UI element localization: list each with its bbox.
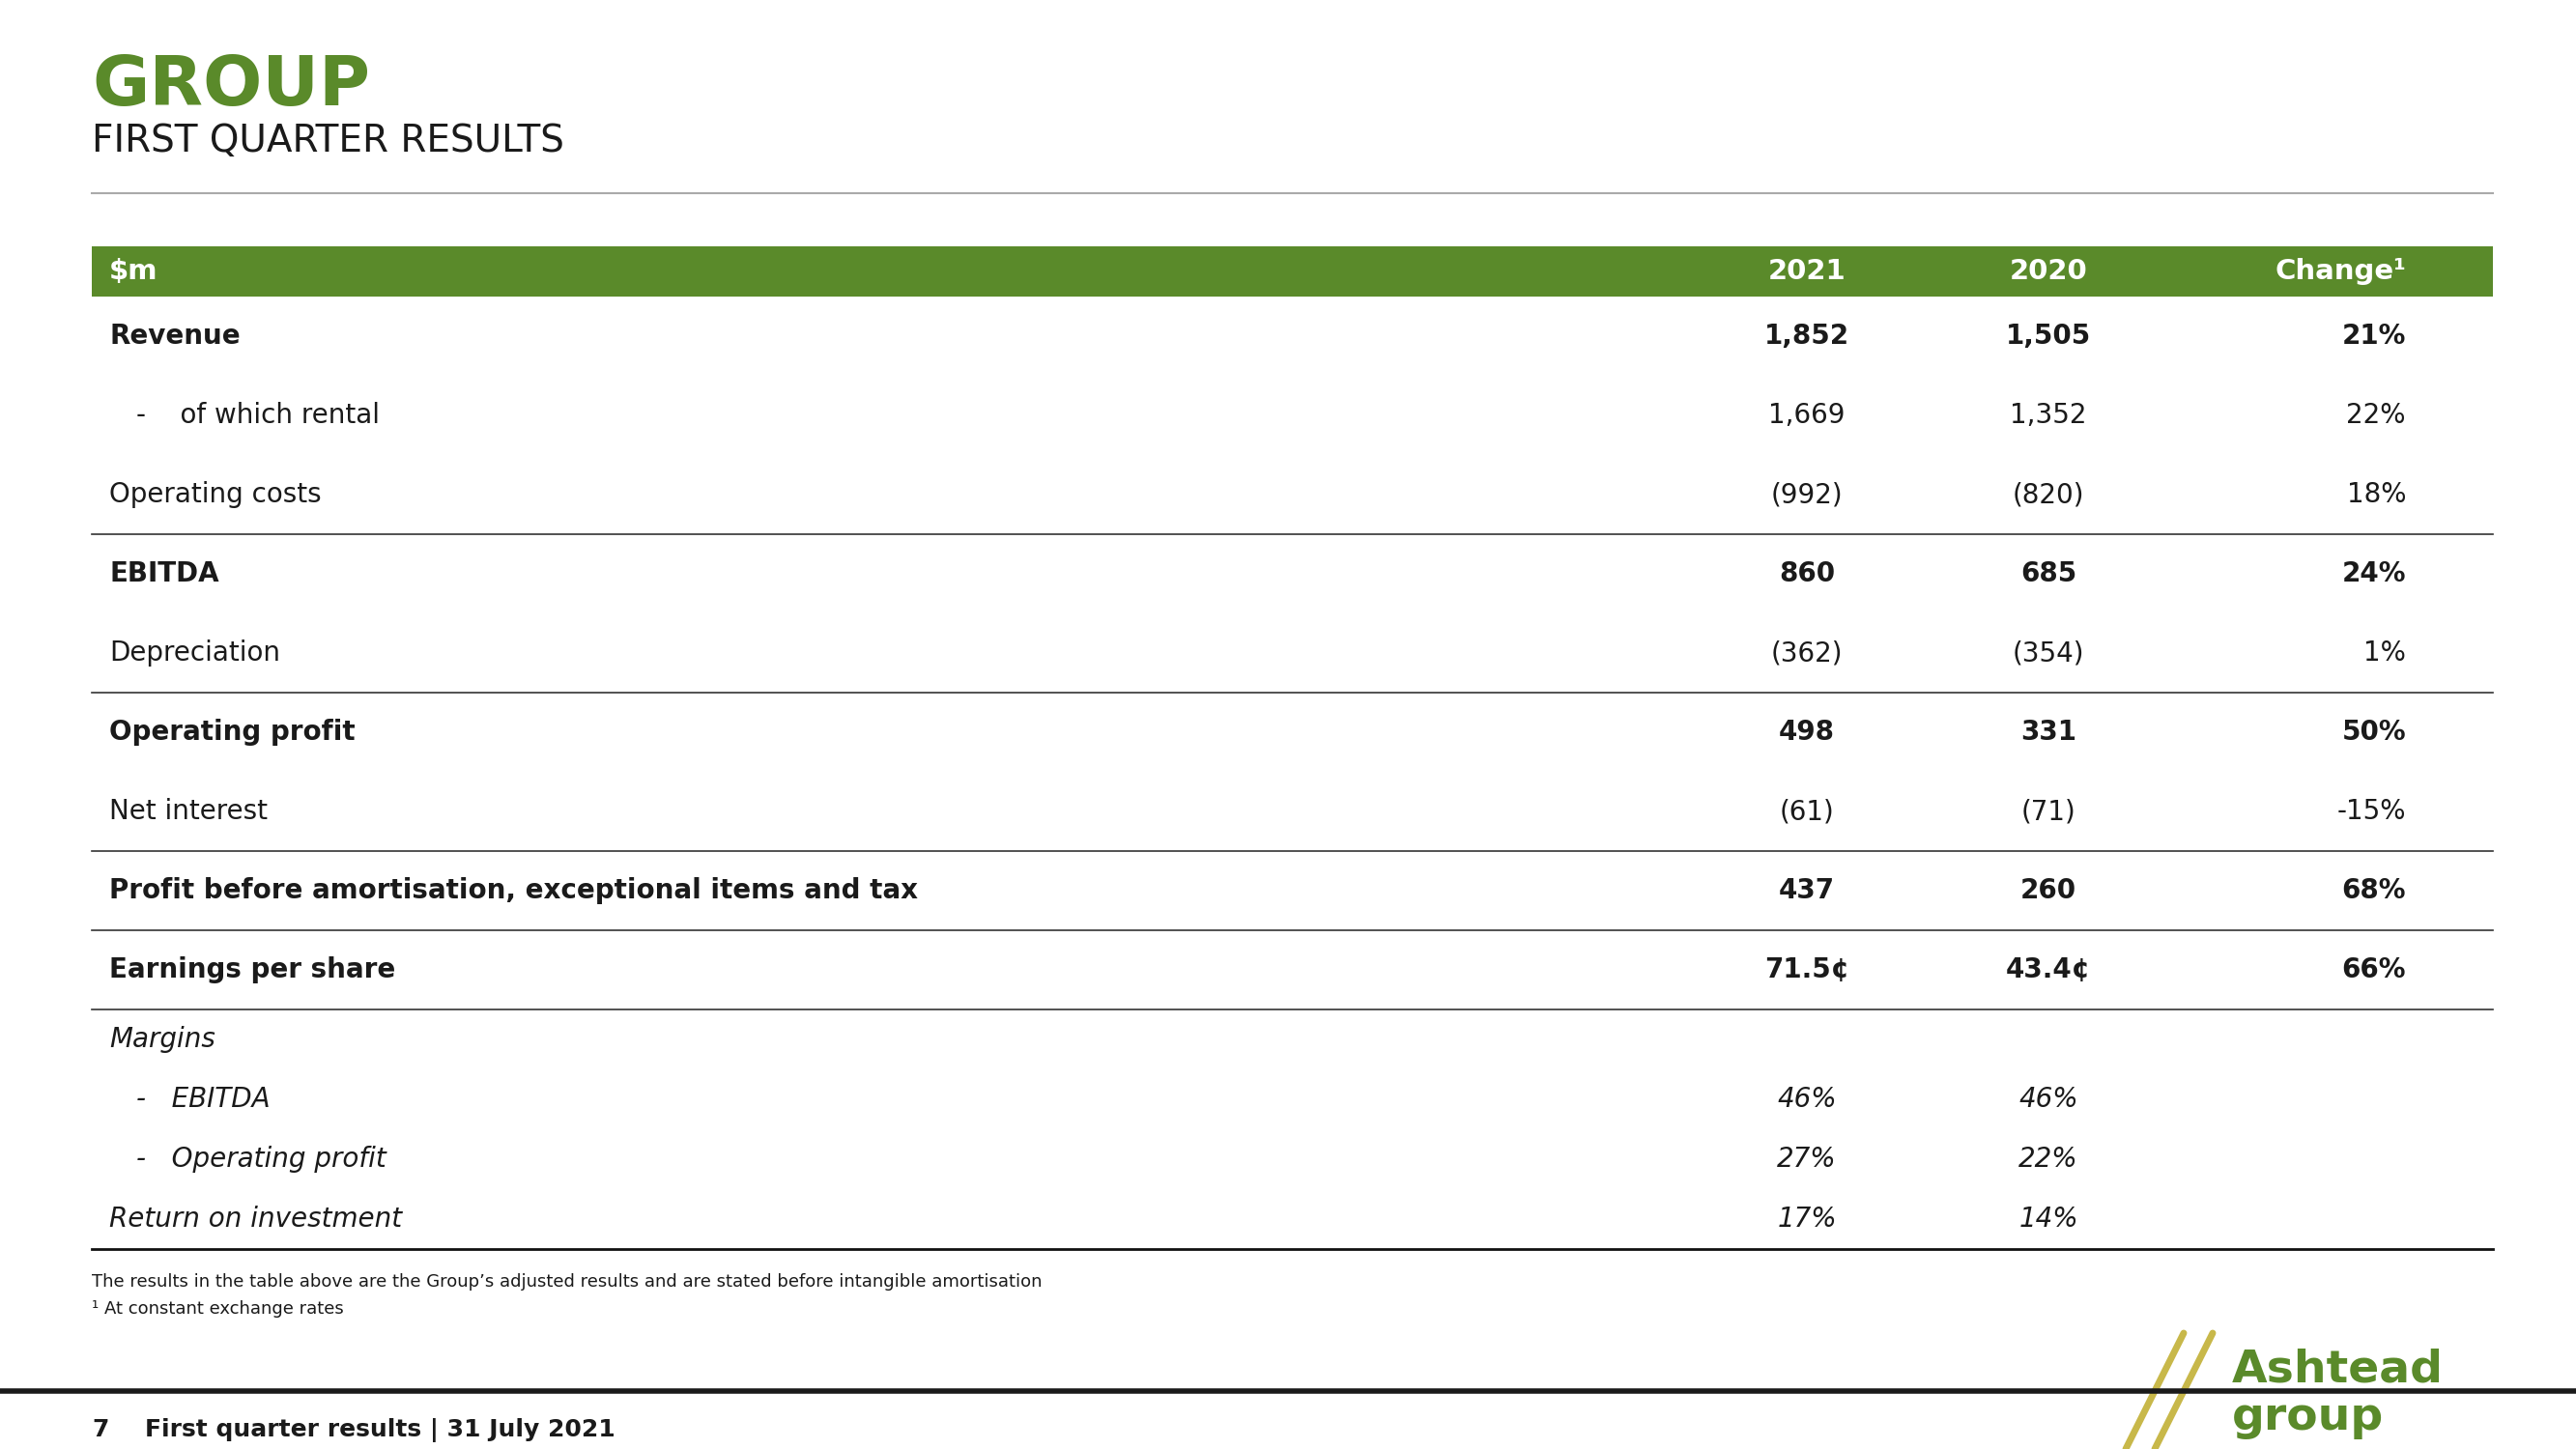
Text: 2020: 2020 bbox=[2009, 258, 2087, 285]
Text: -   Operating profit: - Operating profit bbox=[137, 1146, 386, 1172]
Text: 24%: 24% bbox=[2342, 561, 2406, 587]
Text: 498: 498 bbox=[1780, 719, 1834, 746]
Text: (354): (354) bbox=[2012, 639, 2084, 667]
Text: EBITDA: EBITDA bbox=[108, 561, 219, 587]
Bar bbox=[93, 246, 2494, 297]
Text: 1,505: 1,505 bbox=[2007, 323, 2092, 349]
Text: Ashtead: Ashtead bbox=[2231, 1348, 2445, 1391]
Text: 17%: 17% bbox=[1777, 1206, 1837, 1233]
Text: (61): (61) bbox=[1780, 798, 1834, 824]
Text: Revenue: Revenue bbox=[108, 323, 240, 349]
Text: $m: $m bbox=[108, 258, 157, 285]
Text: 437: 437 bbox=[1780, 877, 1834, 904]
Text: FIRST QUARTER RESULTS: FIRST QUARTER RESULTS bbox=[93, 123, 564, 159]
Text: -15%: -15% bbox=[2336, 798, 2406, 824]
Text: 22%: 22% bbox=[2347, 401, 2406, 429]
Text: (992): (992) bbox=[1770, 481, 1842, 509]
Text: (71): (71) bbox=[2022, 798, 2076, 824]
Text: 46%: 46% bbox=[2020, 1085, 2079, 1113]
Text: 685: 685 bbox=[2020, 561, 2076, 587]
Text: 1%: 1% bbox=[2365, 639, 2406, 667]
Text: Net interest: Net interest bbox=[108, 798, 268, 824]
Text: Operating costs: Operating costs bbox=[108, 481, 322, 509]
Text: First quarter results | 31 July 2021: First quarter results | 31 July 2021 bbox=[144, 1419, 616, 1442]
Text: 22%: 22% bbox=[2020, 1146, 2079, 1172]
Text: group: group bbox=[2231, 1397, 2383, 1440]
Text: 18%: 18% bbox=[2347, 481, 2406, 509]
Text: Depreciation: Depreciation bbox=[108, 639, 281, 667]
Text: (820): (820) bbox=[2012, 481, 2084, 509]
Text: Operating profit: Operating profit bbox=[108, 719, 355, 746]
Text: ¹ At constant exchange rates: ¹ At constant exchange rates bbox=[93, 1300, 343, 1317]
Text: 21%: 21% bbox=[2342, 323, 2406, 349]
Text: Profit before amortisation, exceptional items and tax: Profit before amortisation, exceptional … bbox=[108, 877, 917, 904]
Text: Change¹: Change¹ bbox=[2275, 258, 2406, 285]
Text: 68%: 68% bbox=[2342, 877, 2406, 904]
Text: (362): (362) bbox=[1770, 639, 1842, 667]
Text: -    of which rental: - of which rental bbox=[137, 401, 379, 429]
Text: The results in the table above are the Group’s adjusted results and are stated b: The results in the table above are the G… bbox=[93, 1274, 1043, 1291]
Text: 7: 7 bbox=[93, 1419, 108, 1442]
Text: GROUP: GROUP bbox=[93, 54, 371, 120]
Text: 860: 860 bbox=[1780, 561, 1834, 587]
Text: 27%: 27% bbox=[1777, 1146, 1837, 1172]
Text: 2021: 2021 bbox=[1767, 258, 1847, 285]
Text: 260: 260 bbox=[2020, 877, 2076, 904]
Text: Earnings per share: Earnings per share bbox=[108, 956, 397, 984]
Text: 331: 331 bbox=[2020, 719, 2076, 746]
Text: 46%: 46% bbox=[1777, 1085, 1837, 1113]
Text: 1,352: 1,352 bbox=[2009, 401, 2087, 429]
Text: Return on investment: Return on investment bbox=[108, 1206, 402, 1233]
Text: 14%: 14% bbox=[2020, 1206, 2079, 1233]
Text: Margins: Margins bbox=[108, 1026, 216, 1053]
Text: -   EBITDA: - EBITDA bbox=[137, 1085, 270, 1113]
Text: 1,852: 1,852 bbox=[1765, 323, 1850, 349]
Text: 1,669: 1,669 bbox=[1770, 401, 1844, 429]
Text: 43.4¢: 43.4¢ bbox=[2007, 956, 2092, 984]
Text: 66%: 66% bbox=[2342, 956, 2406, 984]
Text: 71.5¢: 71.5¢ bbox=[1765, 956, 1850, 984]
Text: 50%: 50% bbox=[2342, 719, 2406, 746]
